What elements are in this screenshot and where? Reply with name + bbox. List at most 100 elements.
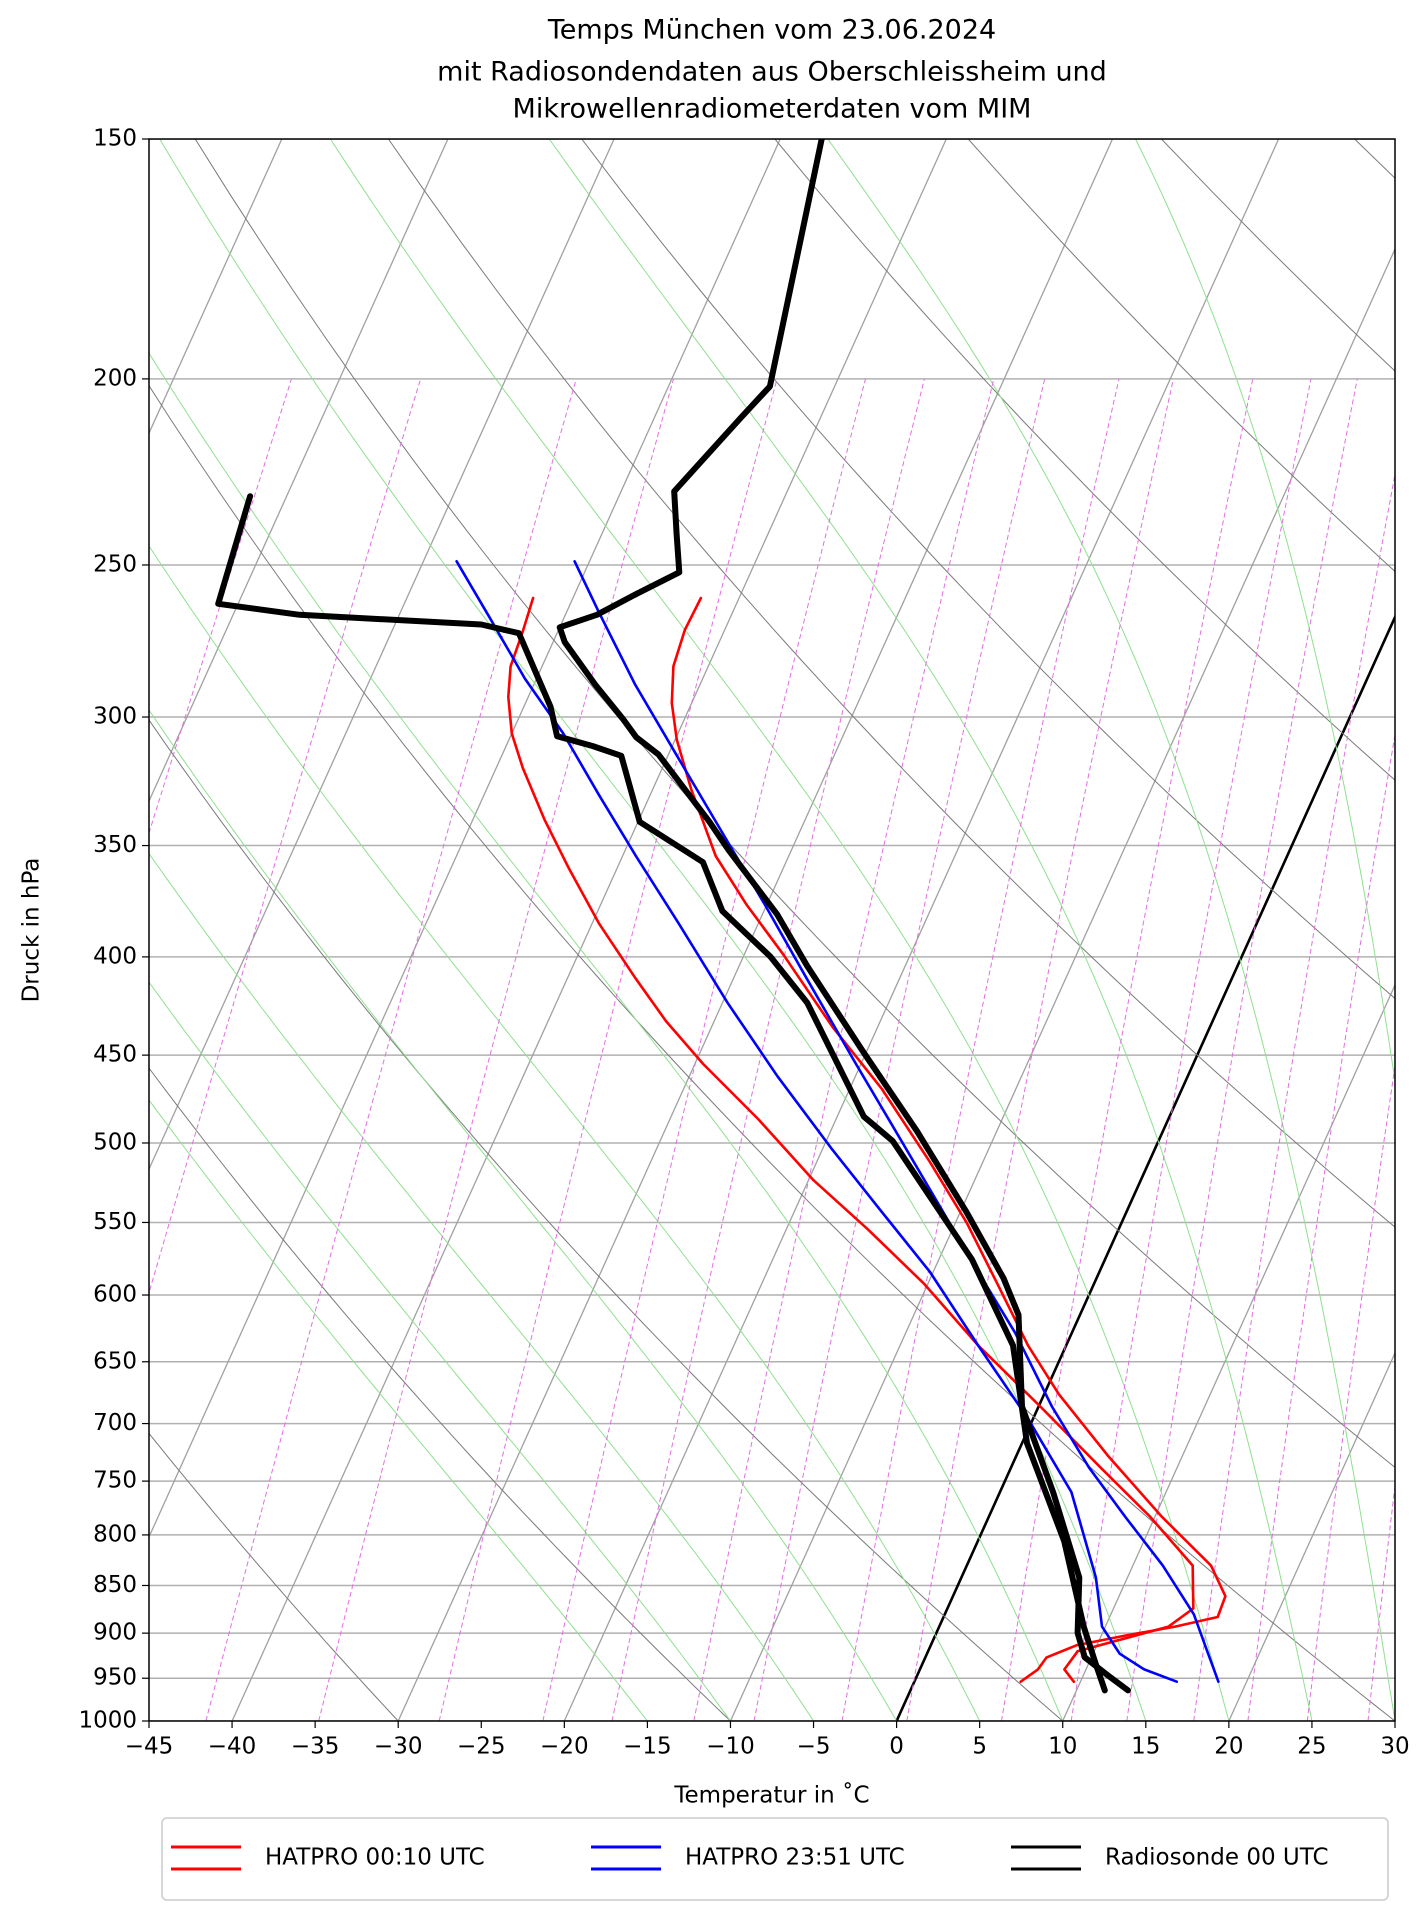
- plot-series: [215, 139, 1227, 1694]
- x-tick-label: 20: [1214, 1734, 1243, 1760]
- isotherm: [729, 247, 1395, 1721]
- moist-adiabat: [149, 1099, 648, 1721]
- y-tick-label: 800: [93, 1521, 137, 1547]
- mixing-ratio-line: [205, 378, 577, 1721]
- mixing-ratio-line: [438, 378, 778, 1721]
- legend-label: HATPRO 00:10 UTC: [265, 1845, 485, 1871]
- profile-line: [573, 560, 1220, 1683]
- isotherm: [231, 139, 947, 1721]
- x-tick-label: −40: [208, 1734, 257, 1760]
- plot-frame: [148, 138, 1396, 1722]
- y-tick-label: 350: [93, 832, 137, 858]
- mixing-ratio-line: [1306, 1062, 1395, 1721]
- dry-adiabat: [387, 139, 1395, 1228]
- y-tick-label: 200: [93, 365, 137, 391]
- x-tick-label: 15: [1131, 1734, 1160, 1760]
- moist-adiabat: [149, 709, 898, 1721]
- y-tick-label: 600: [93, 1282, 137, 1308]
- y-tick-label: 700: [93, 1410, 137, 1436]
- y-tick-label: 650: [93, 1348, 137, 1374]
- y-tick-label: 850: [93, 1572, 137, 1598]
- mixing-ratio-line: [149, 378, 422, 1295]
- dry-adiabat: [194, 139, 1395, 1469]
- mixing-ratio-line: [906, 378, 1174, 1721]
- chart-title: Temps München vom 23.06.2024: [547, 15, 996, 46]
- x-tick-label: 25: [1297, 1734, 1326, 1760]
- mixing-ratio-line: [693, 378, 995, 1721]
- isotherm: [149, 139, 283, 435]
- x-tick-label: −30: [374, 1734, 423, 1760]
- profile-line: [670, 596, 1227, 1683]
- dry-adiabat: [967, 139, 1395, 573]
- y-tick-label: 400: [93, 943, 137, 969]
- isotherm: [149, 139, 615, 1171]
- x-tick-label: 0: [889, 1734, 904, 1760]
- mixing-ratio-line: [542, 378, 866, 1721]
- x-tick-label: 5: [972, 1734, 987, 1760]
- isotherm: [1394, 1719, 1395, 1721]
- y-tick-label: 250: [93, 551, 137, 577]
- mixing-ratio-line: [1367, 1481, 1395, 1721]
- dry-adiabat: [581, 139, 1395, 1000]
- y-tick-label: 750: [93, 1468, 137, 1494]
- mixing-ratio-line: [1070, 378, 1312, 1721]
- isotherm: [1228, 1351, 1395, 1721]
- mixing-ratio-line: [149, 378, 292, 835]
- dry-adiabat: [1161, 139, 1395, 372]
- y-tick-label: 500: [93, 1129, 137, 1155]
- x-tick-label: −45: [125, 1734, 174, 1760]
- legend-label: Radiosonde 00 UTC: [1105, 1845, 1329, 1871]
- legend-box: [161, 1817, 1389, 1901]
- mixing-ratio-line: [753, 378, 1046, 1721]
- y-tick-label: 550: [93, 1209, 137, 1235]
- mixing-ratio-line: [1126, 378, 1358, 1721]
- x-tick-label: −15: [623, 1734, 672, 1760]
- dry-adiabat: [149, 384, 1395, 1721]
- y-tick-label: 1000: [78, 1708, 137, 1734]
- moist-adiabat: [827, 139, 1395, 1721]
- mixing-ratio-line: [1193, 471, 1395, 1721]
- x-tick-label: −20: [540, 1734, 589, 1760]
- x-tick-label: −5: [797, 1734, 831, 1760]
- x-tick-label: −35: [291, 1734, 340, 1760]
- mixing-ratio-line: [318, 378, 674, 1721]
- dry-adiabat: [774, 139, 1395, 781]
- legend-label: HATPRO 23:51 UTC: [685, 1845, 905, 1871]
- moist-adiabat: [1135, 139, 1395, 1084]
- y-tick-label: 900: [93, 1620, 137, 1646]
- y-axis-label: Druck in hPa: [19, 858, 45, 1003]
- moist-adiabat: [149, 981, 731, 1721]
- mixing-ratio-line: [611, 378, 925, 1721]
- moist-adiabat: [149, 545, 981, 1721]
- chart-subtitle: mit Radiosondendaten aus Oberschleisshei…: [437, 57, 1107, 88]
- y-tick-label: 300: [93, 704, 137, 730]
- mixing-ratio-line: [1247, 731, 1395, 1721]
- moist-adiabat: [548, 139, 1313, 1721]
- profile-line: [507, 596, 1195, 1683]
- profile-line: [215, 493, 1108, 1694]
- x-tick-label: 10: [1048, 1734, 1077, 1760]
- x-tick-label: −10: [706, 1734, 755, 1760]
- highlight-isotherm: [895, 614, 1395, 1721]
- moist-adiabat: [149, 852, 814, 1721]
- isotherm: [149, 139, 781, 1539]
- dry-adiabat: [149, 1432, 399, 1721]
- isotherm: [397, 139, 1114, 1721]
- isotherm: [1062, 983, 1395, 1721]
- plot-background: [149, 139, 1395, 1721]
- x-tick-label: 30: [1380, 1734, 1409, 1760]
- y-tick-label: 950: [93, 1665, 137, 1691]
- dry-adiabat: [149, 1067, 731, 1721]
- y-tick-label: 150: [93, 126, 137, 152]
- dry-adiabat: [149, 719, 1064, 1721]
- profile-line: [455, 560, 1179, 1683]
- mixing-ratio-line: [1001, 378, 1254, 1721]
- x-tick-label: −25: [457, 1734, 506, 1760]
- profile-line: [556, 139, 1131, 1694]
- chart-subtitle: Mikrowellenradiometerdaten vom MIM: [513, 94, 1032, 125]
- x-axis-label: Temperatur in ˚C: [673, 1782, 869, 1809]
- axes: 1502002503003504004505005506006507007508…: [78, 126, 1409, 1760]
- mixing-ratio-line: [841, 378, 1120, 1721]
- isotherm: [563, 139, 1280, 1721]
